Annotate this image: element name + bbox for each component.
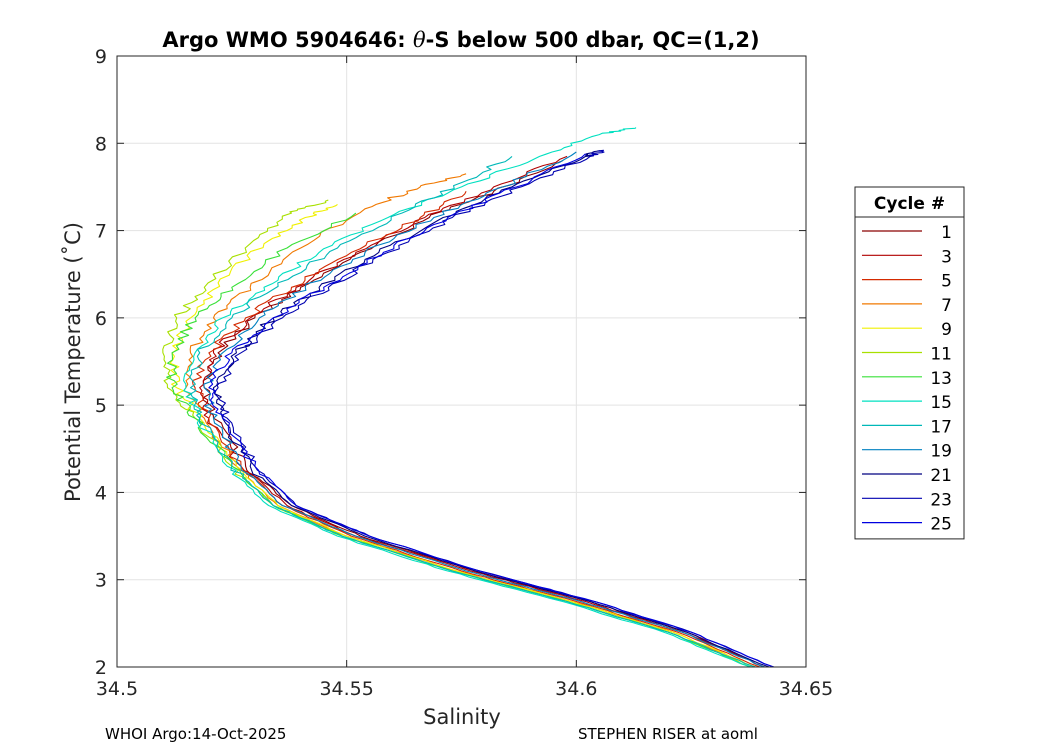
y-tick-label-5: 7 <box>95 221 107 243</box>
y-tick-label-1: 3 <box>95 570 107 592</box>
y-tick-label-0: 2 <box>95 657 107 679</box>
legend-label-cycle-1: 1 <box>941 223 952 243</box>
legend-label-cycle-17: 17 <box>930 417 952 437</box>
y-axis-label: Potential Temperature (˚C) <box>61 222 85 502</box>
legend-label-cycle-23: 23 <box>930 490 952 510</box>
y-tick-label-7: 9 <box>95 46 107 68</box>
series-line-cycle-17 <box>189 155 756 668</box>
title-theta: θ <box>413 28 426 52</box>
x-tick-label-2: 34.6 <box>555 678 597 700</box>
series-line-cycle-5 <box>191 191 761 668</box>
series-line-cycle-25 <box>208 153 774 668</box>
series-line-cycle-19 <box>203 151 765 668</box>
x-axis-label: Salinity <box>423 705 501 729</box>
axes-box <box>116 55 807 668</box>
title-prefix: Argo WMO 5904646: <box>162 28 413 52</box>
legend-label-cycle-15: 15 <box>930 393 952 413</box>
legend-label-cycle-25: 25 <box>930 515 952 535</box>
legend-label-cycle-19: 19 <box>930 442 952 462</box>
plot-area: 34.5 34.55 34.6 34.65 2 3 4 5 6 7 8 9 <box>95 46 833 700</box>
x-tick-label-1: 34.55 <box>319 678 373 700</box>
footer-date: WHOI Argo:14-Oct-2025 <box>105 725 287 743</box>
x-tick-label-0: 34.5 <box>96 678 138 700</box>
legend-label-cycle-13: 13 <box>930 369 952 389</box>
legend-label-cycle-21: 21 <box>930 466 952 486</box>
y-tick-label-6: 8 <box>95 133 107 155</box>
series-line-cycle-21 <box>212 150 770 668</box>
legend-box <box>854 186 965 540</box>
title-suffix: -S below 500 dbar, QC=(1,2) <box>426 28 760 52</box>
y-tick-label-3: 5 <box>95 395 107 417</box>
legend-title: Cycle # <box>874 194 945 214</box>
legend-label-cycle-5: 5 <box>941 272 952 292</box>
x-tick-label-3: 34.65 <box>779 678 833 700</box>
series-line-cycle-15 <box>183 127 752 668</box>
legend-label-cycle-11: 11 <box>930 345 952 365</box>
y-tick-label-2: 4 <box>95 482 107 504</box>
legend-label-cycle-9: 9 <box>941 320 952 340</box>
legend-label-cycle-7: 7 <box>941 296 952 316</box>
legend-label-cycle-3: 3 <box>941 247 952 267</box>
plot-background <box>117 56 806 667</box>
series-line-cycle-3 <box>199 155 765 668</box>
footer-credit: STEPHEN RISER at aoml <box>578 725 758 743</box>
y-tick-label-4: 6 <box>95 308 107 330</box>
chart-title: Argo WMO 5904646: θ-S below 500 dbar, QC… <box>162 28 759 52</box>
